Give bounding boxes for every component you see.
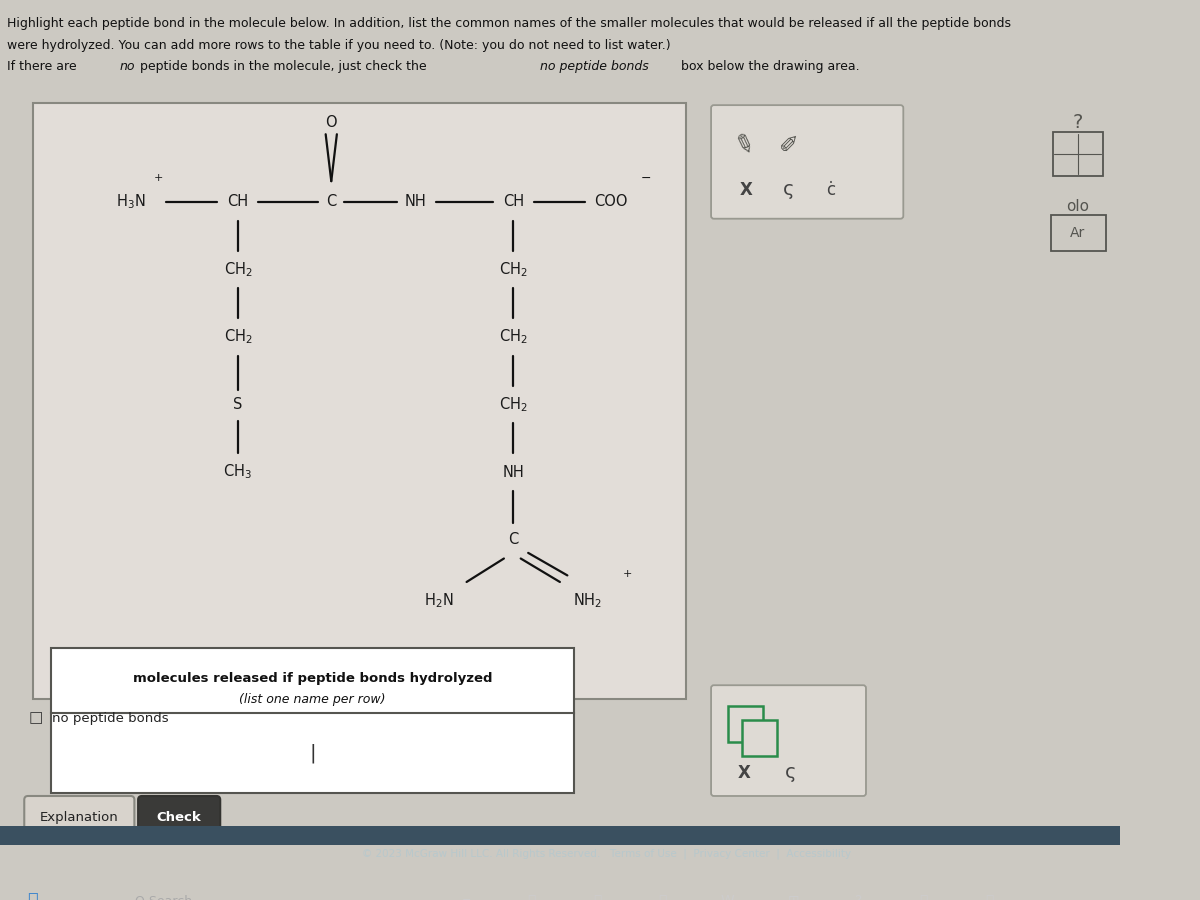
Text: CH$_2$: CH$_2$ xyxy=(223,328,252,346)
Text: peptide bonds in the molecule, just check the: peptide bonds in the molecule, just chec… xyxy=(137,60,431,73)
Text: 📁: 📁 xyxy=(593,894,601,900)
Text: C: C xyxy=(326,194,336,210)
Text: Check: Check xyxy=(157,811,202,824)
Text: $\mathregular{H_3N}$: $\mathregular{H_3N}$ xyxy=(116,193,145,212)
FancyBboxPatch shape xyxy=(32,104,686,699)
Text: CH$_2$: CH$_2$ xyxy=(223,260,252,279)
Text: NH: NH xyxy=(404,194,426,210)
Text: no: no xyxy=(119,60,134,73)
Text: NH: NH xyxy=(503,464,524,480)
Text: no peptide bonds: no peptide bonds xyxy=(53,712,169,724)
Text: ?: ? xyxy=(1073,112,1082,131)
Text: © 2023 McGraw Hill LLC. All Rights Reserved.   Terms of Use  |  Privacy Center  : © 2023 McGraw Hill LLC. All Rights Reser… xyxy=(362,849,851,859)
Text: 🛡: 🛡 xyxy=(985,894,994,900)
Text: 🍎: 🍎 xyxy=(919,894,928,900)
Text: ċ: ċ xyxy=(826,181,835,199)
Text: ▪: ▪ xyxy=(462,894,472,900)
FancyBboxPatch shape xyxy=(712,685,866,796)
Text: W: W xyxy=(721,894,734,900)
Text: no peptide bonds: no peptide bonds xyxy=(540,60,648,73)
Text: If there are: If there are xyxy=(7,60,82,73)
Text: 🎵: 🎵 xyxy=(528,894,536,900)
Text: ✎: ✎ xyxy=(730,130,757,160)
Text: CH$_2$: CH$_2$ xyxy=(499,328,528,346)
Text: molecules released if peptide bonds hydrolyzed: molecules released if peptide bonds hydr… xyxy=(133,672,492,685)
Text: Highlight each peptide bond in the molecule below. In addition, list the common : Highlight each peptide bond in the molec… xyxy=(7,17,1012,30)
Text: C: C xyxy=(508,532,518,547)
Text: Ar: Ar xyxy=(1070,226,1086,239)
Text: +: + xyxy=(623,570,631,580)
FancyBboxPatch shape xyxy=(138,796,221,839)
Text: O: O xyxy=(325,114,337,130)
Text: olo: olo xyxy=(1067,199,1090,214)
Text: H$_2$N: H$_2$N xyxy=(424,591,454,610)
Text: (list one name per row): (list one name per row) xyxy=(239,693,386,706)
Text: ?: ? xyxy=(854,894,862,900)
Text: were hydrolyzed. You can add more rows to the table if you need to. (Note: you d: were hydrolyzed. You can add more rows t… xyxy=(7,40,671,52)
Text: CH: CH xyxy=(227,194,248,210)
Text: 🌐: 🌐 xyxy=(659,894,667,900)
FancyBboxPatch shape xyxy=(58,878,269,900)
Text: ς: ς xyxy=(785,763,796,782)
Text: CH: CH xyxy=(503,194,524,210)
Text: ς: ς xyxy=(782,180,794,199)
Text: □: □ xyxy=(29,711,43,725)
Bar xyxy=(0,875,1120,900)
Text: Q Search: Q Search xyxy=(134,895,192,900)
Text: S: S xyxy=(233,397,242,412)
Text: +: + xyxy=(154,174,163,184)
Text: X: X xyxy=(737,763,750,781)
Text: CH$_2$: CH$_2$ xyxy=(499,395,528,414)
FancyBboxPatch shape xyxy=(742,720,778,756)
Text: CH$_3$: CH$_3$ xyxy=(223,463,252,482)
Text: −: − xyxy=(641,172,652,184)
Text: Explanation: Explanation xyxy=(40,811,119,824)
Text: ✐: ✐ xyxy=(779,133,798,158)
FancyBboxPatch shape xyxy=(52,648,574,793)
FancyBboxPatch shape xyxy=(24,796,134,839)
Text: ⊞: ⊞ xyxy=(787,894,799,900)
FancyBboxPatch shape xyxy=(712,105,904,219)
Bar xyxy=(0,826,1120,878)
Text: ⧉: ⧉ xyxy=(28,892,38,900)
Text: X: X xyxy=(740,181,752,199)
Text: COO: COO xyxy=(594,194,628,210)
Text: |: | xyxy=(310,744,316,763)
Text: box below the drawing area.: box below the drawing area. xyxy=(677,60,859,73)
Text: CH$_2$: CH$_2$ xyxy=(499,260,528,279)
Text: NH$_2$: NH$_2$ xyxy=(574,591,602,610)
